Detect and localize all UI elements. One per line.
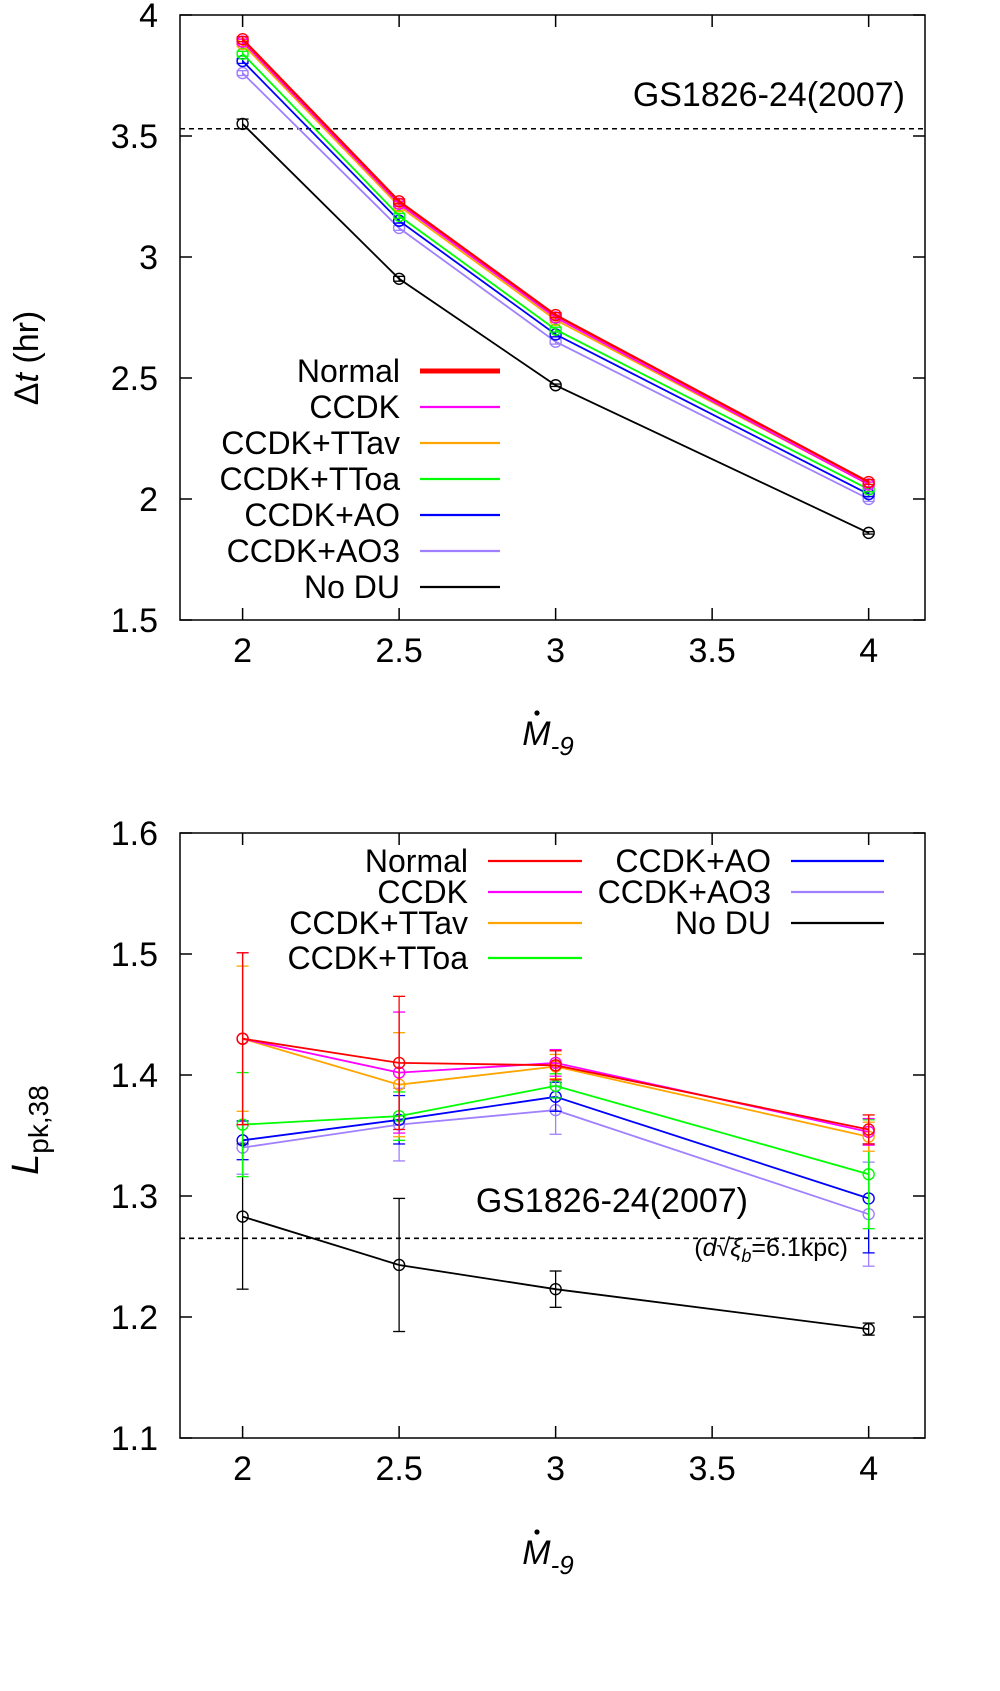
p1-series-line [242,1037,869,1138]
p1-data-point [549,1059,562,1072]
p0-series-line [241,53,870,491]
p0-data-point [236,66,249,80]
p0-data-point [549,379,562,392]
p0-x-tick-label: 3.5 [689,632,736,670]
p0-plot-frame [179,14,926,621]
p1-data-point [392,1056,406,1070]
p0-series-line [241,43,870,486]
p1-y-axis-label: Lpk,38 [5,1085,54,1175]
p1-data-point [862,1322,875,1336]
p1-data-point [236,1032,249,1045]
p1-series-line [242,1084,869,1176]
p1-x-tick-label: 3.5 [689,1450,736,1488]
p1-x-axis-label: M-9 [522,1534,573,1580]
p0-data-point [862,475,875,489]
p1-series-line [242,1095,869,1200]
p1-x-tick-label: 2 [233,1450,252,1488]
p0-data-point [392,209,406,223]
delta-t-panel: 2 2.5 3 3.5 4 1.5 2 2.5 3 3.5 4 GS1826-24(2007) Norm… [8,0,926,761]
p0-data-point [549,308,562,322]
p0-y-tick-label: 1.5 [111,602,158,640]
p1-data-point [862,1123,875,1136]
p1-x-tick-label: 2.5 [375,1450,422,1488]
p0-y-tick-label: 2.5 [111,360,158,398]
p0-legend-label: CCDK+TTav [221,425,400,461]
p0-x-tick-label: 2.5 [375,632,422,670]
p1-series-ccdk-ao [236,1081,875,1254]
p1-legend-label: CCDK+TToa [288,940,469,976]
p1-legend-label: CCDK+AO [615,843,771,879]
p1-reference-label: GS1826-24(2007) [476,1182,748,1220]
p0-data-point [236,117,249,131]
p0-series-ccdk-ao [236,54,875,501]
p0-series-line [241,123,870,534]
p0-legend-label: CCDK+AO3 [227,533,400,569]
p1-legend-label: CCDK+AO3 [598,874,771,910]
p1-series-normal [236,952,875,1145]
p0-data-point [236,47,249,60]
p0-x-tick-label: 2 [233,632,252,670]
p0-data-point [549,323,562,336]
p0-x-axis-label: M-9 [522,715,573,761]
p1-series-line [242,1215,869,1330]
p1-data-point [236,1210,249,1223]
p0-series-no-du [236,117,875,540]
p0-y-axis-label: Δt (hr) [8,311,46,406]
p0-y-tick-label: 3.5 [111,118,158,156]
p1-x-tick-label: 4 [859,1450,878,1488]
p0-x-tick-label: 3 [546,632,565,670]
p1-y-tick-label: 1.2 [111,1299,158,1337]
p1-legend-label: Normal [365,843,468,879]
p0-legend-label: CCDK [309,389,400,425]
p1-y-tick-label: 1.3 [111,1178,158,1216]
p0-data-point [392,272,406,285]
p0-series-line [241,60,870,496]
p1-data-point [392,1258,406,1272]
p0-data-point [392,195,406,208]
p1-plot-frame [179,832,926,1439]
p1-x-axis-dot [534,1529,540,1535]
p1-x-tick-label: 3 [546,1450,565,1488]
p1-legend-label: CCDK+TTav [289,905,468,941]
p0-y-tick-label: 4 [139,0,158,35]
p0-series-line [241,72,870,500]
p1-data-point [862,1168,875,1181]
p1-y-tick-label: 1.6 [111,815,158,853]
p0-legend-label: Normal [297,353,400,389]
p0-series-line [241,40,870,486]
p0-data-point [862,526,875,540]
p0-series-ccdk-ttoa [236,47,875,496]
p0-legend-label: CCDK+TToa [220,461,401,497]
p1-distance-note: (d√ξb=6.1kpc) [694,1234,848,1266]
p1-y-tick-label: 1.5 [111,936,158,974]
p0-x-axis-dot [534,710,540,716]
luminosity-panel: 2 2.5 3 3.5 4 1.1 1.2 1.3 1.4 1.5 1.6 GS1826-24(200… [5,815,926,1580]
p1-y-tick-label: 1.1 [111,1420,158,1458]
p1-legend-label: No DU [675,905,771,941]
p0-data-point [236,33,249,46]
p0-y-tick-label: 2 [139,481,158,519]
p0-reference-label: GS1826-24(2007) [633,76,905,114]
p0-legend-label: CCDK+AO [244,497,400,533]
p0-x-tick-label: 4 [859,632,878,670]
p1-series-line [242,1037,869,1131]
p0-series-line [241,38,870,484]
p1-legend-label: CCDK [377,874,468,910]
p0-legend-label: No DU [304,569,400,605]
p1-data-point [549,1282,562,1296]
p1-y-tick-label: 1.4 [111,1057,158,1095]
p1-series-line [242,1109,869,1216]
p0-y-tick-label: 3 [139,239,158,277]
p0-series-normal [236,33,875,489]
